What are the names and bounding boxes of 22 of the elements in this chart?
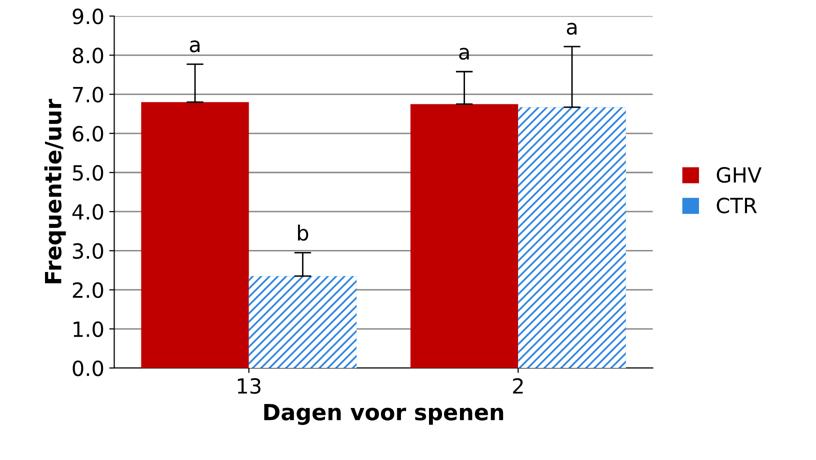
y-tick-label: 7.0 [73, 86, 104, 103]
y-tick-label: 6.0 [72, 126, 104, 142]
y-tick-label: 9.0 [72, 8, 104, 24]
annotation: a [566, 22, 577, 35]
y-tick-label: 4.0 [72, 204, 104, 220]
bar [410, 104, 518, 368]
legend-label: GHV [716, 167, 762, 183]
y-tick-label: 2.0 [72, 282, 104, 298]
y-tick-label: 1.0 [74, 321, 104, 338]
x-tick-label: 13 [238, 378, 260, 394]
annotation: a [190, 40, 200, 52]
y-tick-label: 8.0 [72, 48, 104, 64]
y-tick-label: 0.0 [72, 360, 104, 376]
x-axis-title: Dagen voor spenen [264, 404, 504, 425]
annotation: a [459, 48, 469, 60]
y-tick-label: 5.0 [72, 164, 104, 181]
y-tick-label: 3.0 [72, 243, 104, 259]
bar [141, 102, 249, 368]
legend-label: CTR [716, 198, 757, 214]
annotation: b [298, 224, 308, 241]
y-axis-title: Frequentie/uur [44, 98, 66, 284]
x-tick-label: 2 [513, 378, 523, 394]
